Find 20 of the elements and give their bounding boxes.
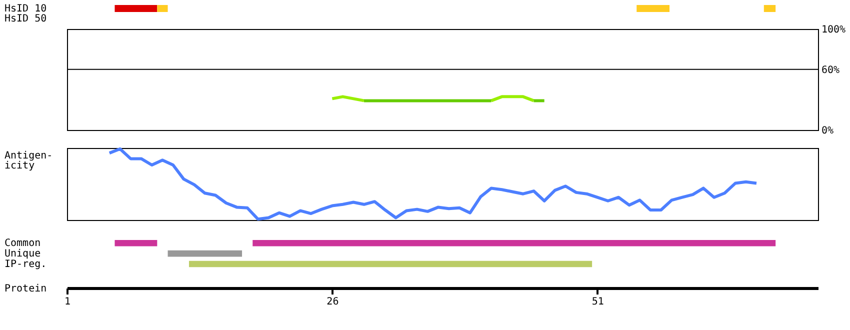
bar (168, 250, 242, 257)
bar (188, 260, 592, 268)
y-tick-label: 0% (822, 126, 834, 136)
bar (252, 240, 776, 246)
bar (114, 5, 158, 12)
bar (636, 5, 670, 12)
x-tick-label: 1 (64, 296, 71, 308)
y-tick-label: HsID 10 (4, 4, 47, 14)
y-tick-label: IP-reg. (4, 259, 47, 270)
y-tick-label: Unique (4, 248, 41, 260)
y-axis-title: Antigen- icity (4, 150, 53, 172)
x-tick-label: 26 (326, 296, 339, 308)
bar (764, 5, 776, 12)
x-tick-label: 51 (592, 296, 604, 308)
y-tick-label: 100% (822, 24, 846, 36)
bar (157, 5, 168, 12)
y-tick-label: 60% (822, 64, 840, 76)
x-axis-title: Protein (4, 284, 47, 294)
y-tick-label: HsID 50 (4, 14, 47, 24)
y-tick-label: Common (4, 238, 41, 250)
